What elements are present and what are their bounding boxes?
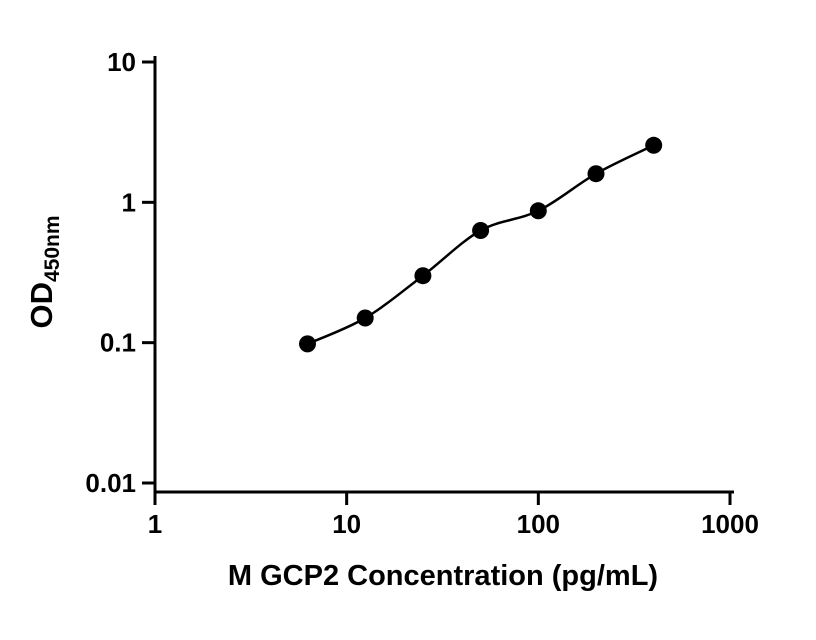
axes: 10 1 0.1 0.01 1 10 100 1000 [85, 47, 759, 539]
y-axis-title: OD450nm [24, 215, 64, 328]
data-point [529, 202, 547, 220]
y-tick-label: 1 [122, 187, 136, 217]
data-point [587, 165, 605, 183]
x-tick-label: 10 [332, 509, 361, 539]
data-point [645, 136, 663, 154]
data-point [472, 222, 490, 239]
y-tick-label: 0.1 [100, 328, 136, 358]
plot-area [299, 136, 663, 353]
y-tick-label: 10 [107, 47, 136, 77]
x-tick-label: 1000 [701, 509, 759, 539]
y-tick-label: 0.01 [85, 468, 136, 498]
data-point [414, 267, 432, 285]
data-point [299, 335, 316, 353]
data-point [356, 309, 374, 327]
x-tick-label: 1 [148, 509, 162, 539]
x-tick-label: 100 [517, 509, 560, 539]
y-axis-title-main: OD [24, 282, 59, 329]
y-axis-title-sub: 450nm [41, 215, 64, 282]
x-axis-title: M GCP2 Concentration (pg/mL) [228, 560, 658, 592]
